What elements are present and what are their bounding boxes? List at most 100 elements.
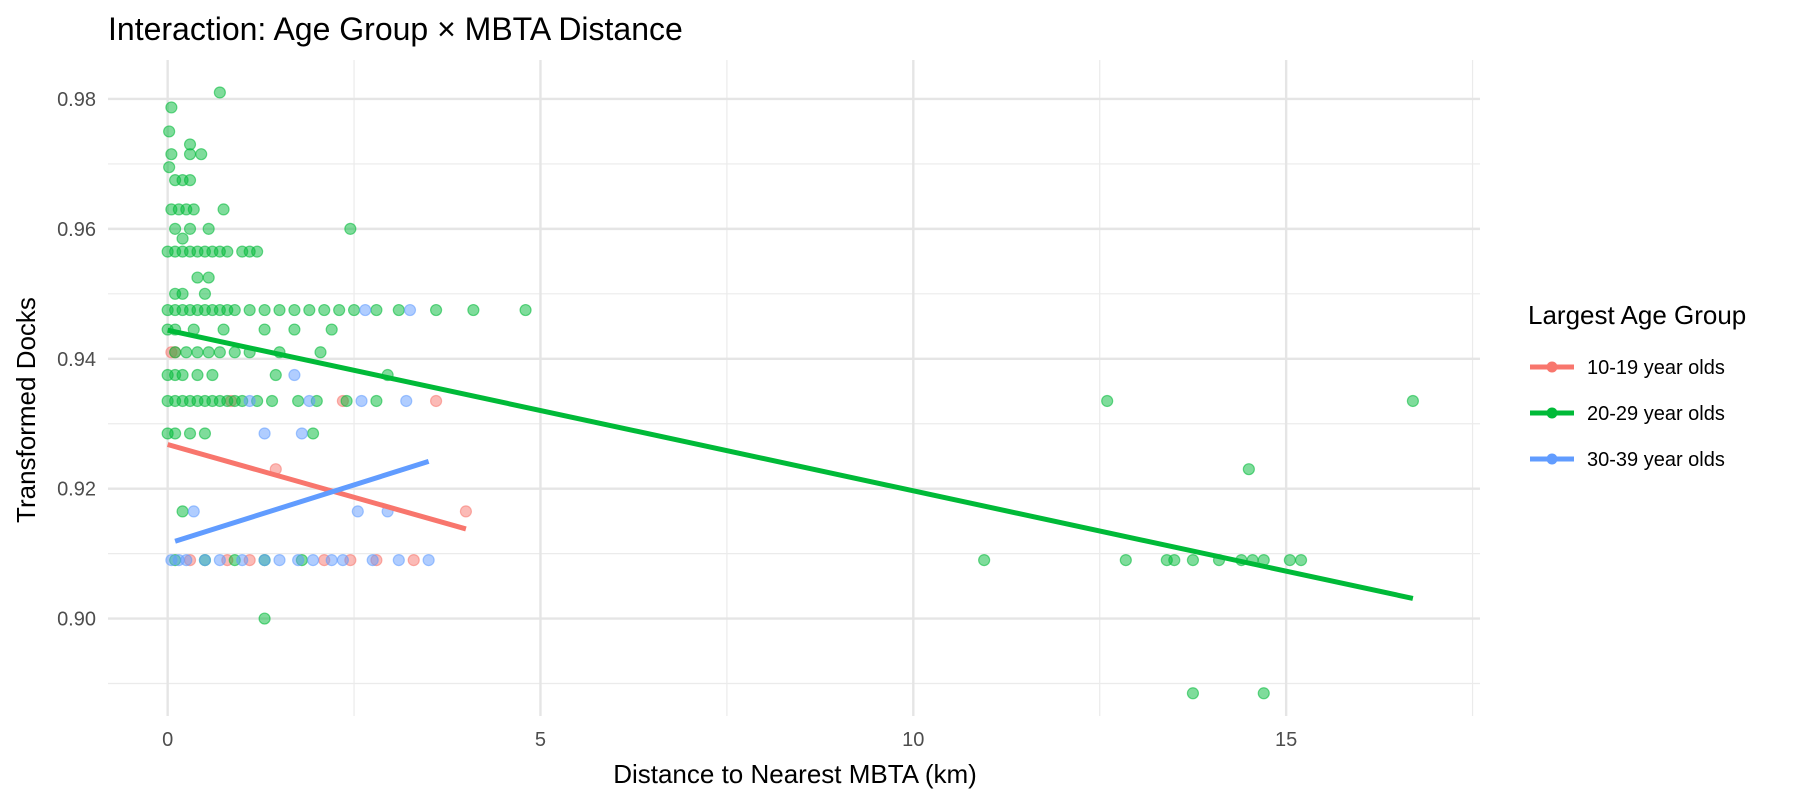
data-point: [258, 323, 271, 336]
data-point: [202, 271, 215, 284]
data-point: [183, 174, 197, 187]
data-point: [295, 427, 308, 440]
data-point: [269, 368, 282, 382]
data-point: [228, 303, 241, 317]
y-tick-label: 0.96: [57, 219, 96, 241]
data-point: [165, 101, 178, 114]
x-tick-label: 15: [1275, 729, 1297, 751]
x-tick-label: 10: [902, 729, 924, 751]
data-point: [198, 554, 212, 567]
data-point: [202, 346, 215, 359]
y-tick-label: 0.94: [57, 349, 96, 371]
grid-major: [108, 60, 1480, 716]
data-point: [355, 394, 368, 408]
data-point: [467, 303, 480, 317]
y-axis-title: Transformed Docks: [11, 297, 41, 523]
fit-lines: [166, 327, 1414, 601]
data-point: [314, 346, 327, 359]
data-point: [422, 554, 435, 567]
data-point: [459, 505, 473, 518]
data-point: [288, 368, 301, 382]
data-point: [198, 287, 212, 300]
data-point: [318, 303, 331, 317]
data-point: [228, 346, 241, 359]
data-point: [251, 245, 264, 258]
data-point: [344, 222, 357, 235]
data-point: [340, 394, 353, 408]
legend-key-point: [1546, 407, 1558, 419]
data-point: [288, 323, 301, 336]
legend-label: 20-29 year olds: [1587, 403, 1725, 425]
data-point: [292, 554, 305, 567]
data-point: [1119, 554, 1132, 567]
data-point: [292, 394, 305, 408]
legend-label: 30-39 year olds: [1587, 449, 1725, 471]
data-point: [206, 368, 219, 382]
data-point: [176, 232, 189, 245]
data-point: [1294, 554, 1308, 567]
fit-line: [167, 327, 1414, 601]
data-point: [258, 427, 271, 440]
data-point: [191, 346, 204, 359]
grid-minor: [108, 60, 1480, 716]
data-point: [392, 303, 405, 317]
data-point: [333, 303, 346, 317]
x-axis-title: Distance to Nearest MBTA (km): [613, 759, 977, 789]
x-axis-ticks: 0 5 10 15: [162, 729, 1297, 751]
legend-title: Largest Age Group: [1528, 300, 1746, 330]
data-point: [195, 148, 208, 161]
data-point: [347, 303, 361, 317]
data-point: [325, 554, 338, 567]
data-point: [303, 394, 316, 408]
data-point: [176, 505, 189, 518]
data-point: [303, 303, 316, 317]
data-point: [217, 323, 230, 336]
data-point: [1186, 687, 1200, 700]
data-point: [163, 161, 176, 174]
data-point: [165, 148, 178, 161]
data-point: [258, 612, 271, 625]
data-point: [176, 368, 189, 382]
data-point: [306, 554, 320, 567]
data-point: [306, 427, 320, 440]
data-point: [163, 125, 176, 138]
data-point: [202, 222, 215, 235]
data-point: [336, 554, 349, 567]
data-point: [191, 271, 204, 284]
data-point: [407, 554, 420, 567]
data-point: [183, 222, 197, 235]
data-point: [1283, 554, 1296, 567]
data-point: [236, 554, 249, 567]
data-point: [370, 303, 383, 317]
data-point: [1406, 394, 1419, 408]
data-point: [273, 554, 286, 567]
data-point: [183, 427, 197, 440]
data-point: [429, 303, 443, 317]
data-point: [243, 394, 256, 408]
x-tick-label: 5: [535, 729, 546, 751]
fit-line: [166, 442, 467, 532]
chart-title: Interaction: Age Group × MBTA Distance: [108, 11, 683, 47]
data-point: [191, 368, 204, 382]
data-point: [180, 554, 193, 567]
y-axis-ticks: 0.90 0.92 0.94 0.96 0.98: [57, 89, 96, 631]
data-point: [198, 427, 212, 440]
legend-label: 10-19 year olds: [1587, 357, 1725, 379]
data-point: [325, 323, 338, 336]
data-point: [1242, 463, 1255, 476]
data-point: [265, 394, 279, 408]
data-point: [1168, 554, 1181, 567]
data-point: [169, 346, 182, 359]
data-point: [1257, 687, 1270, 700]
data-point: [213, 346, 226, 359]
data-point: [519, 303, 532, 317]
y-tick-label: 0.92: [57, 479, 96, 501]
data-point: [169, 427, 182, 440]
data-point: [176, 287, 189, 300]
data-point: [366, 554, 379, 567]
data-points: [161, 86, 1419, 700]
data-point: [243, 303, 256, 317]
data-point: [370, 394, 383, 408]
data-point: [187, 203, 200, 216]
